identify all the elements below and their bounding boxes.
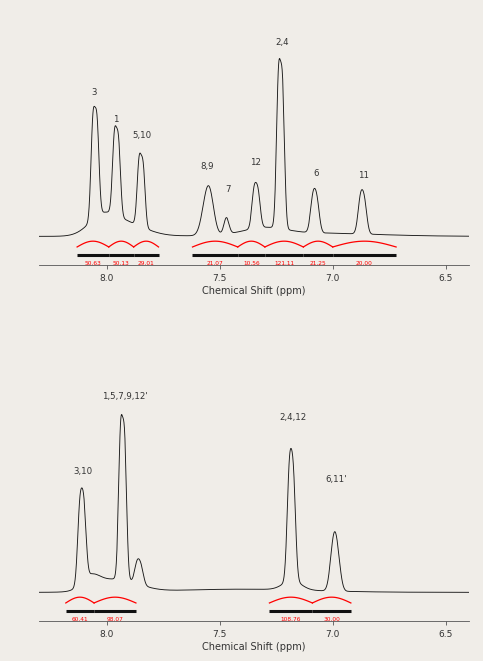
Text: 2,4: 2,4 [275,38,289,47]
Text: 2,4,12: 2,4,12 [280,413,307,422]
Text: 5,10: 5,10 [132,131,151,139]
Text: 12: 12 [250,158,261,167]
Text: 3: 3 [91,88,97,97]
Text: 29.01: 29.01 [138,260,155,266]
Text: 6: 6 [313,169,319,178]
Text: 6,11': 6,11' [326,475,347,484]
Text: 121.11: 121.11 [274,260,294,266]
Text: 11: 11 [358,171,369,180]
Text: 8,9: 8,9 [200,162,214,171]
Text: 3,10: 3,10 [73,467,92,477]
Text: 21.25: 21.25 [310,260,327,266]
Text: 21.07: 21.07 [207,260,224,266]
Text: 60.41: 60.41 [71,617,88,621]
Text: 50.13: 50.13 [113,260,129,266]
Text: 108.76: 108.76 [281,617,301,621]
Text: 30.00: 30.00 [323,617,340,621]
Text: 1,5,7,9,12': 1,5,7,9,12' [102,392,147,401]
X-axis label: Chemical Shift (ppm): Chemical Shift (ppm) [202,286,305,296]
Text: 1: 1 [113,115,118,124]
Text: 98.07: 98.07 [107,617,124,621]
Text: 10.56: 10.56 [243,260,260,266]
Text: 50.63: 50.63 [85,260,101,266]
Text: 20.00: 20.00 [356,260,373,266]
Text: 7: 7 [225,185,230,194]
X-axis label: Chemical Shift (ppm): Chemical Shift (ppm) [202,642,305,652]
